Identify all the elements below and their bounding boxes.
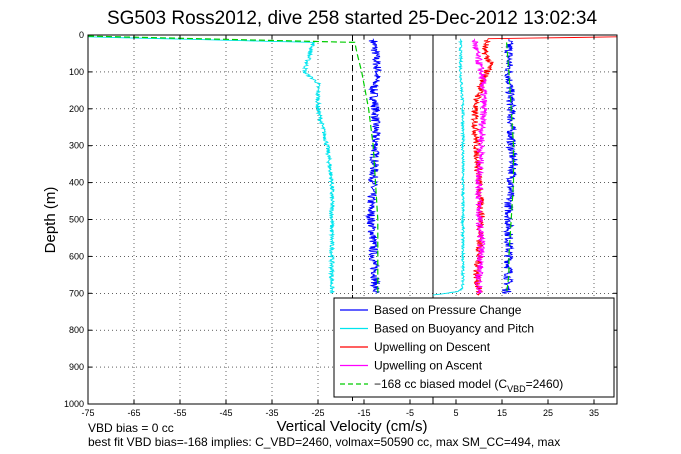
y-tick-label: 200: [69, 104, 84, 114]
y-tick-label: 100: [69, 67, 84, 77]
series-line-3: [432, 38, 466, 296]
x-tick-label: -15: [357, 408, 370, 418]
series-line-2: [87, 36, 336, 294]
y-tick-label: 400: [69, 178, 84, 188]
footer-line-1: VBD bias = 0 cc: [88, 421, 174, 435]
y-tick-label: 900: [69, 362, 84, 372]
series-line-7: [506, 42, 515, 294]
x-tick-label: -55: [173, 408, 186, 418]
y-tick-label: 500: [69, 215, 84, 225]
legend-label: −168 cc biased model (CVBD=2460): [374, 377, 563, 394]
x-tick-label: -65: [127, 408, 140, 418]
x-axis-label: Vertical Velocity (cm/s): [277, 418, 428, 435]
chart-title: SG503 Ross2012, dive 258 started 25-Dec-…: [107, 8, 598, 29]
x-tick-label: -5: [406, 408, 414, 418]
x-tick-label: -35: [265, 408, 278, 418]
y-tick-label: 600: [69, 251, 84, 261]
legend-label: Based on Buoyancy and Pitch: [374, 322, 534, 336]
series-group: [87, 35, 618, 296]
x-tick-label: -45: [219, 408, 232, 418]
x-tick-label: 25: [543, 408, 553, 418]
legend-label: Based on Pressure Change: [374, 303, 522, 317]
y-tick-label: 1000: [64, 399, 84, 409]
series-line-5: [471, 38, 488, 294]
y-tick-label: 0: [79, 30, 84, 40]
y-axis-label: Depth (m): [42, 187, 59, 254]
series-line-1: [501, 38, 519, 294]
y-tick-label: 800: [69, 325, 84, 335]
legend-label: Upwelling on Descent: [374, 340, 491, 354]
x-axis-ticks: -75 -65 -55 -45 -35 -25 -15 -5 5 15 25 35: [81, 35, 599, 418]
series-line-0: [364, 38, 382, 294]
x-tick-label: -75: [81, 408, 94, 418]
x-tick-label: 5: [453, 408, 458, 418]
x-tick-label: 35: [589, 408, 599, 418]
legend-box: [333, 297, 615, 398]
legend-label: Upwelling on Ascent: [374, 359, 483, 373]
y-tick-label: 300: [69, 141, 84, 151]
x-tick-label: 15: [497, 408, 507, 418]
legend: Based on Pressure Change Based on Buoyanc…: [333, 297, 615, 398]
footer-line-2: best fit VBD bias=-168 implies: C_VBD=24…: [88, 435, 560, 449]
x-tick-label: -25: [311, 408, 324, 418]
y-tick-label: 700: [69, 288, 84, 298]
series-line-6: [87, 35, 379, 294]
